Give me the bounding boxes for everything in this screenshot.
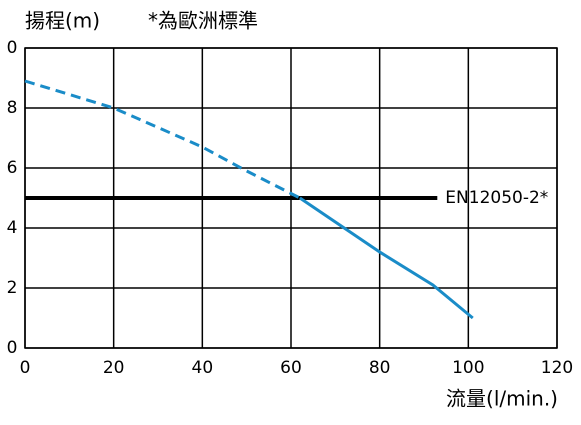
x-tick-label: 0 xyxy=(20,358,31,378)
curve xyxy=(299,196,474,320)
x-tick-label: 60 xyxy=(280,358,302,378)
x-tick-label: 120 xyxy=(541,358,573,378)
x-tick-label: 20 xyxy=(103,358,125,378)
y-tick-label: 6 xyxy=(7,158,18,178)
x-tick-label: 80 xyxy=(369,358,391,378)
x-tick-label: 100 xyxy=(452,358,484,378)
y-tick-label: 2 xyxy=(7,278,18,298)
chart-subtitle: *為歐洲標準 xyxy=(148,9,258,33)
y-tick-label: 0 xyxy=(7,338,18,358)
curve xyxy=(24,79,301,200)
reference-label: EN12050-2* xyxy=(445,188,548,208)
x-tick-label: 40 xyxy=(192,358,214,378)
y-tick-label: 0 xyxy=(7,38,18,58)
x-axis-label: 流量(l/min.) xyxy=(446,387,558,411)
y-tick-label: 8 xyxy=(7,98,18,118)
chart-title: 揚程(m) xyxy=(25,9,100,33)
y-tick-label: 4 xyxy=(7,218,18,238)
